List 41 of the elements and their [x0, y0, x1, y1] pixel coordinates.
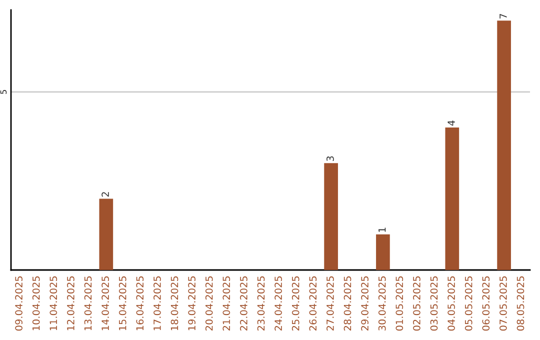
y-tick-label: 5 [0, 90, 7, 94]
x-tick-label: 28.04.2025 [344, 276, 352, 331]
x-tick-label: 29.04.2025 [361, 276, 368, 331]
x-tick-label: 11.04.2025 [50, 276, 58, 330]
x-tick-label: 27.04.2025 [326, 276, 334, 331]
x-tick-label: 20.04.2025 [205, 276, 213, 331]
x-tick-label: 10.04.2025 [32, 276, 40, 330]
bar [99, 198, 114, 270]
x-tick-label: 05.05.2025 [464, 276, 472, 331]
x-tick-label: 14.04.2025 [102, 276, 109, 330]
x-tick-label: 22.04.2025 [240, 276, 248, 331]
x-tick-label: 04.05.2025 [448, 276, 455, 331]
x-tick-label: 06.05.2025 [482, 276, 490, 331]
bar [445, 128, 460, 270]
bar [324, 163, 338, 270]
x-tick-label: 16.04.2025 [136, 276, 144, 330]
data-label: 1 [378, 228, 386, 232]
x-tick-label: 01.05.2025 [396, 276, 404, 331]
x-tick-label: 07.05.2025 [500, 276, 507, 331]
x-tick-label: 12.04.2025 [67, 276, 74, 330]
x-tick-label: 02.05.2025 [413, 276, 420, 331]
x-tick-label: 13.04.2025 [84, 276, 92, 330]
x-tick-label: 15.04.2025 [118, 276, 126, 330]
data-label: 3 [326, 156, 334, 162]
x-tick-label: 25.04.2025 [292, 276, 300, 331]
x-tick-label: 30.04.2025 [378, 276, 386, 330]
x-tick-label: 08.05.2025 [516, 276, 524, 331]
x-tick-label: 23.04.2025 [257, 276, 265, 331]
x-tick-label: 24.04.2025 [274, 276, 282, 331]
x-tick-label: 26.04.2025 [309, 276, 317, 331]
x-tick-label: 17.04.2025 [154, 276, 161, 330]
x-tick-label: 03.05.2025 [430, 276, 438, 331]
bar [376, 234, 390, 270]
x-tick-label: 09.04.2025 [15, 276, 22, 331]
data-label: 2 [102, 192, 109, 197]
data-label: 4 [448, 120, 455, 126]
x-tick-label: 19.04.2025 [188, 276, 196, 330]
data-label: 7 [500, 14, 507, 18]
x-tick-label: 18.04.2025 [170, 276, 178, 330]
bar [497, 20, 511, 270]
x-tick-label: 21.04.2025 [222, 276, 230, 331]
